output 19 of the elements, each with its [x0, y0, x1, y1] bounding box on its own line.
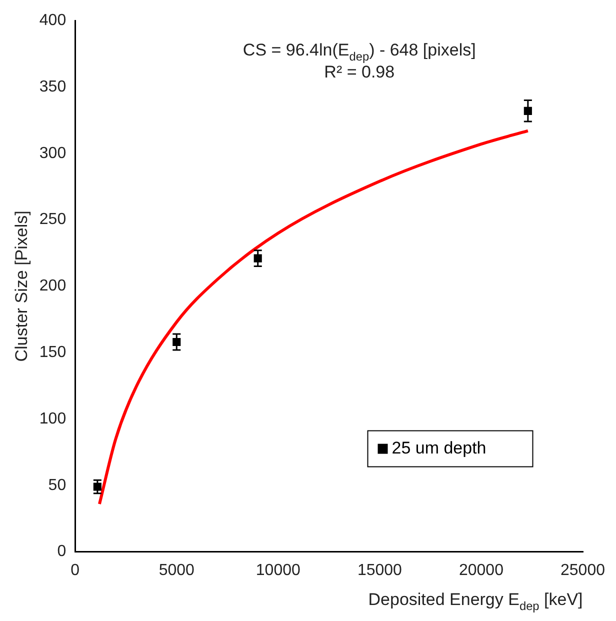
y-tick-label: 0: [57, 543, 66, 560]
line-series: [98, 129, 530, 506]
x-tick-label: 5000: [158, 562, 195, 579]
y-tick-label: 150: [39, 344, 66, 362]
x-tick-label: 10000: [256, 562, 301, 579]
y-axis-title: Cluster Size [Pixels]: [12, 210, 31, 362]
x-tick-label: 20000: [458, 562, 504, 579]
annotation: R² = 0.98: [324, 62, 395, 82]
y-tick-label: 250: [39, 211, 66, 228]
x-tick-label: 15000: [357, 562, 402, 579]
y-tick-label: 350: [39, 78, 66, 96]
x-tick-label: 0: [70, 562, 80, 579]
y-tick-label: 300: [39, 144, 66, 162]
y-tick-label: 100: [39, 410, 66, 428]
legend-label: 25 um depth: [392, 438, 486, 458]
y-tick-label: 400: [39, 12, 66, 30]
y-tick-label: 200: [39, 278, 66, 295]
y-tick-label: 50: [48, 476, 66, 494]
x-tick-label: 25000: [560, 562, 606, 579]
